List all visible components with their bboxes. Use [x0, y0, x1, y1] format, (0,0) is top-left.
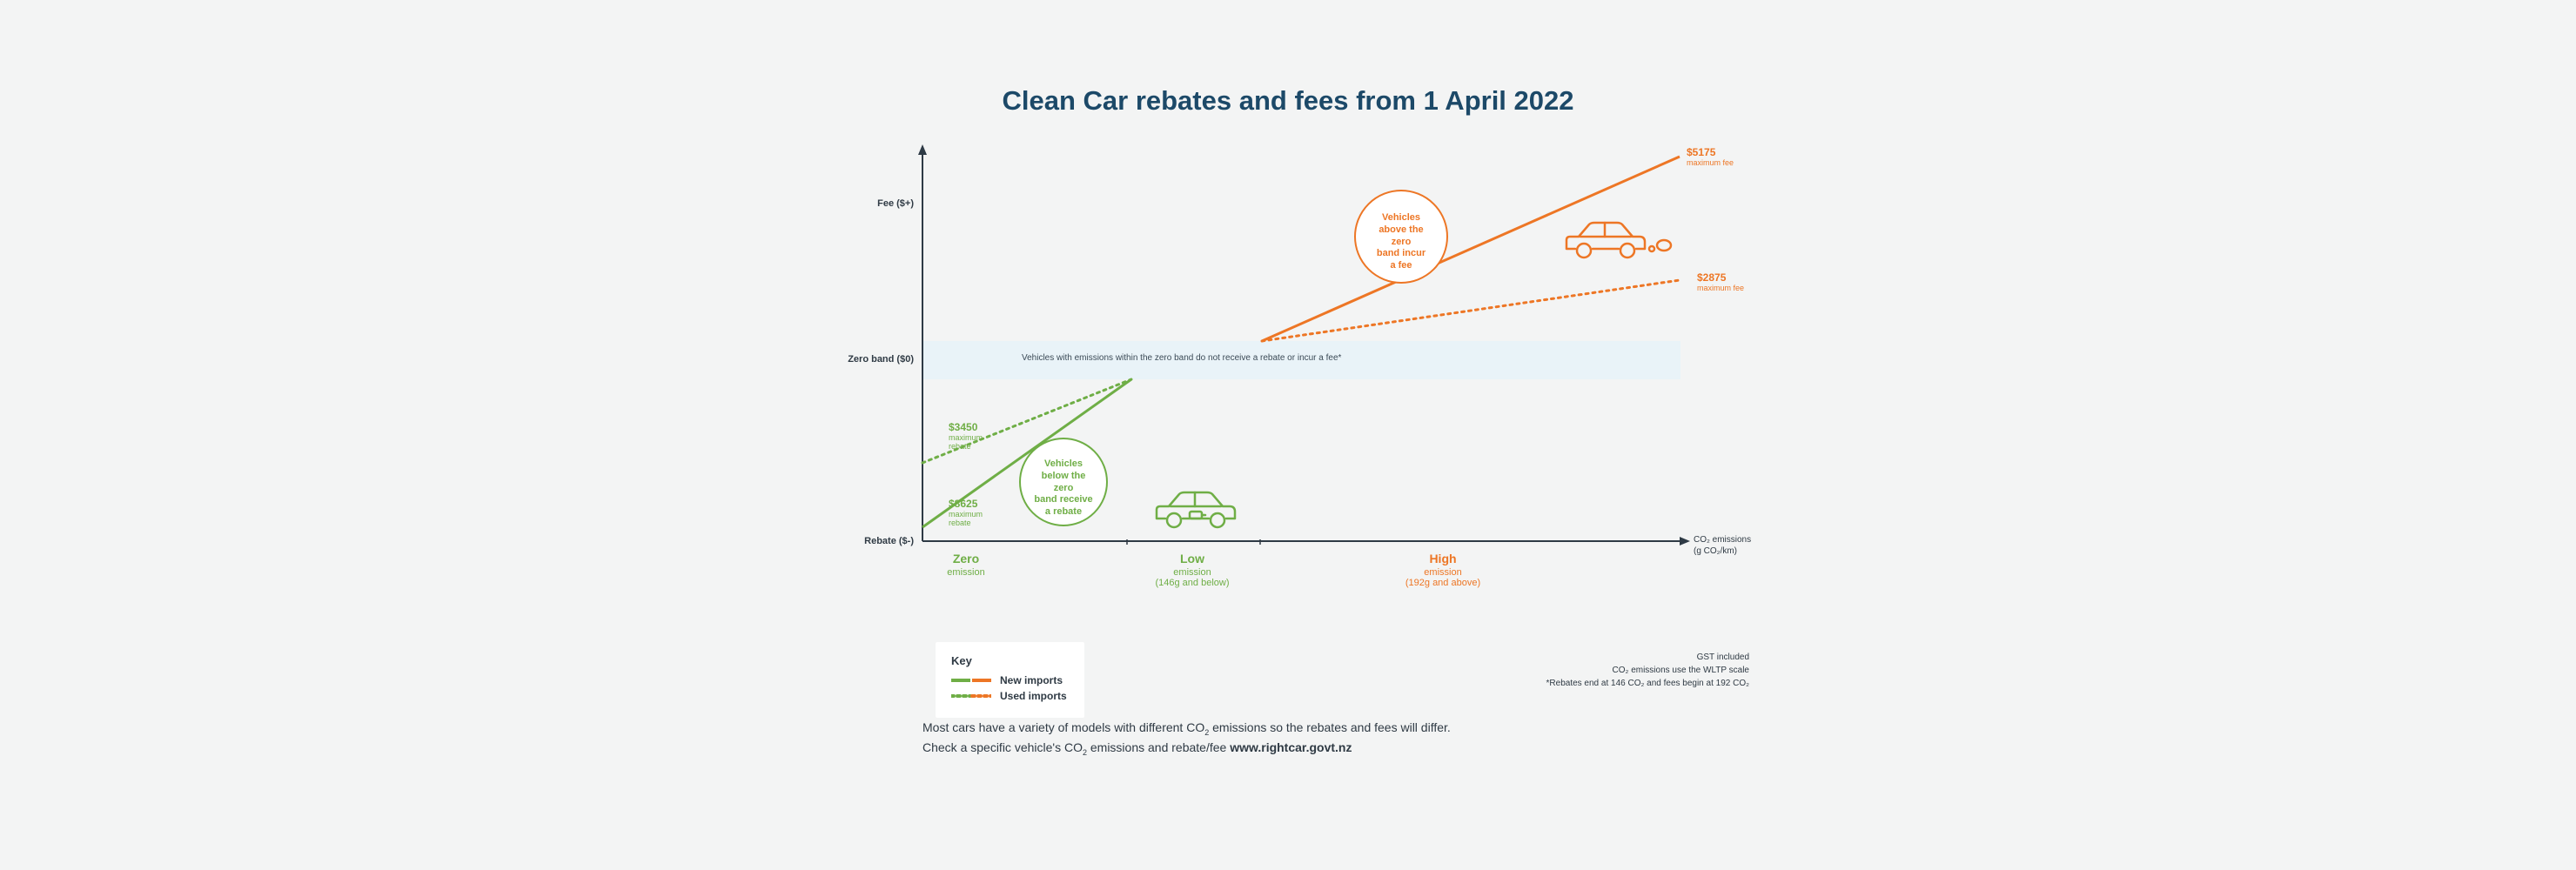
rebate-used-max: $3450 maximum rebate [949, 421, 983, 451]
legend-new: New imports [951, 674, 1067, 686]
zero-band-note: Vehicles with emissions within the zero … [1022, 353, 1341, 363]
rebate-new-max: $8625 maximum rebate [949, 498, 983, 527]
category-zero: Zero emission [931, 552, 1001, 578]
fee-used-max: $2875 maximum fee [1697, 271, 1744, 292]
x-axis-unit: CO₂ emissions (g CO₂/km) [1694, 534, 1751, 557]
caption: Most cars have a variety of models with … [922, 719, 1741, 760]
chart-area: Fee ($+) Zero band ($0) Rebate ($-) [809, 141, 1767, 646]
fee-callout-text: Vehicles above the zero band incur a fee [1369, 212, 1433, 272]
legend-box: Key New imports Used imports [936, 642, 1084, 718]
category-low: Low emission (146g and below) [1131, 552, 1253, 588]
infographic-container: Clean Car rebates and fees from 1 April … [809, 85, 1767, 646]
x-axis-arrow [1680, 537, 1690, 545]
fee-line-used [1262, 280, 1680, 341]
car-green-icon [1157, 492, 1235, 527]
category-high: High emission (192g and above) [1382, 552, 1504, 588]
legend-used: Used imports [951, 690, 1067, 702]
y-axis-arrow [918, 144, 927, 155]
legend-used-icon [951, 693, 991, 699]
legend-title: Key [951, 654, 1067, 667]
fee-new-max: $5175 maximum fee [1687, 146, 1734, 167]
footnotes: GST included CO₂ emissions use the WLTP … [1366, 651, 1749, 690]
rebate-callout-text: Vehicles below the zero band receive a r… [1031, 458, 1096, 519]
car-orange-icon [1566, 223, 1671, 258]
caption-link[interactable]: www.rightcar.govt.nz [1230, 740, 1352, 754]
page-title: Clean Car rebates and fees from 1 April … [809, 85, 1767, 117]
legend-new-icon [951, 677, 991, 684]
